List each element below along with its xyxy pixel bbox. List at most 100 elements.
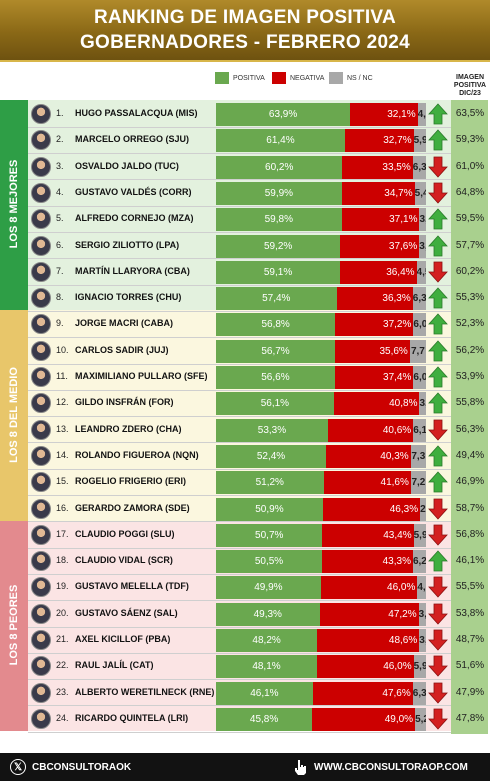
footer-url: WWW.CBCONSULTORAOP.COM xyxy=(314,761,468,773)
row-divider xyxy=(28,337,451,339)
bar-negativa: 37,4% xyxy=(334,366,414,389)
bar-label-positiva: 48,2% xyxy=(252,635,281,646)
avatar xyxy=(31,656,51,677)
previous-image-value: 55,8% xyxy=(455,397,485,409)
arrow-down-icon xyxy=(428,576,448,598)
bar-positiva: 52,4% xyxy=(216,444,327,468)
bar-label-ns-nc: 4,5 xyxy=(416,266,426,278)
bar-label-ns-nc: 3,2 xyxy=(419,240,426,252)
bar-label-negativa: 43,3% xyxy=(382,556,411,568)
previous-image-value: 61,0% xyxy=(455,160,485,172)
footer-website[interactable]: WWW.CBCONSULTORAOP.COM xyxy=(292,759,468,775)
bar-negativa: 47,2% xyxy=(319,602,419,626)
row-divider xyxy=(28,126,451,128)
bar-label-negativa: 47,2% xyxy=(388,608,417,620)
rank-number: 7. xyxy=(56,265,64,276)
previous-image-value: 55,3% xyxy=(455,292,485,304)
bar-negativa: 36,3% xyxy=(336,287,413,311)
rank-number: 13. xyxy=(56,423,69,434)
governor-name: JORGE MACRI (CABA) xyxy=(75,318,173,329)
bar-ns-nc: 6,3 xyxy=(412,681,426,705)
arrow-up-icon xyxy=(428,287,448,309)
legend-swatch-positiva xyxy=(215,72,229,84)
previous-image-value: 56,2% xyxy=(455,344,485,356)
previous-image-value: 51,6% xyxy=(455,660,485,672)
bar-label-positiva: 59,8% xyxy=(264,214,293,226)
row-divider xyxy=(28,232,451,233)
bar-ns-nc: 6,3 xyxy=(412,155,426,179)
bar-label-ns-nc: 6,2 xyxy=(412,556,426,568)
bar-label-ns-nc: 5,9 xyxy=(413,135,426,147)
bar-negativa: 46,0% xyxy=(320,576,418,600)
footer-social[interactable]: 𝕏 CBCONSULTORAOK xyxy=(10,759,131,775)
bar-ns-nc: 7,3 xyxy=(410,444,426,468)
bar-label-ns-nc: 3,2 xyxy=(419,635,426,646)
legend-negativa: NEGATIVA xyxy=(272,72,324,84)
group-side-label: LOS 8 MEJORES xyxy=(0,100,28,311)
governor-name: RAUL JALÍL (CAT) xyxy=(75,660,154,671)
governor-name: ROLANDO FIGUEROA (NQN) xyxy=(75,449,199,460)
bar-ns-nc: 3,1 xyxy=(419,392,426,416)
arrow-down-icon xyxy=(428,419,448,441)
bar-label-positiva: 56,6% xyxy=(261,372,290,383)
bar-label-positiva: 50,9% xyxy=(255,503,284,515)
bar-ns-nc: 5,4 xyxy=(414,181,426,205)
legend-label-ns-nc: NS / NC xyxy=(347,74,373,82)
governor-name: LEANDRO ZDERO (CHA) xyxy=(75,423,182,434)
table-row: 21. AXEL KICILLOF (PBA) 48,2% 48,6%3,2 48,7% xyxy=(0,628,490,652)
bar-label-ns-nc: 5,2 xyxy=(415,713,426,725)
bar-negativa: 43,4% xyxy=(322,523,414,547)
bar-ns-nc: 6,1 xyxy=(413,418,426,442)
bar-positiva: 61,4% xyxy=(216,129,345,153)
previous-image-value: 47,9% xyxy=(455,686,485,698)
bar-label-negativa: 49,0% xyxy=(384,713,414,725)
bar-label-positiva: 52,4% xyxy=(256,450,286,462)
bar-positiva: 57,4% xyxy=(216,287,337,311)
bar-label-positiva: 59,2% xyxy=(263,240,293,252)
previous-image-value: 55,5% xyxy=(455,581,485,593)
row-divider xyxy=(28,153,451,155)
bar-label-positiva: 49,3% xyxy=(253,608,282,620)
bar-label-ns-nc: 3,5 xyxy=(418,608,426,620)
table-row: 2. MARCELO ORREGO (SJU) 61,4% 32,7% 5,9 59,3% xyxy=(0,128,490,153)
bar-negativa: 46,0% xyxy=(317,655,414,679)
rank-number: 24. xyxy=(56,712,69,723)
arrow-up-icon xyxy=(428,129,448,151)
governor-name: HUGO PASSALACQUA (MIS) xyxy=(75,108,198,118)
arrow-down-icon xyxy=(428,524,448,546)
bar-negativa: 37,2% xyxy=(335,313,414,337)
bar-label-positiva: 50,5% xyxy=(254,556,284,568)
rank-number: 1. xyxy=(56,108,64,118)
bar-ns-nc: 2,8 xyxy=(420,497,426,521)
bar-positiva: 53,3% xyxy=(216,418,328,442)
bar-label-ns-nc: 6,0 xyxy=(413,372,426,383)
governor-name: SERGIO ZILIOTTO (LPA) xyxy=(75,239,180,250)
group-side-label: LOS 8 PEORES xyxy=(0,520,28,732)
bar-label-positiva: 50,7% xyxy=(255,529,284,541)
rank-number: 17. xyxy=(56,528,69,539)
legend-swatch-negativa xyxy=(272,72,286,84)
rank-number: 3. xyxy=(56,160,64,171)
governor-name: ALFREDO CORNEJO (MZA) xyxy=(75,213,194,224)
governor-name: RICARDO QUINTELA (LRI) xyxy=(75,712,189,723)
arrow-up-icon xyxy=(428,366,448,388)
bar-negativa: 33,5% xyxy=(342,155,413,179)
rank-number: 22. xyxy=(56,660,69,671)
previous-image-value: 56,3% xyxy=(455,423,485,435)
legend-ns-nc: NS / NC xyxy=(329,72,373,84)
table-row: 8. IGNACIO TORRES (CHU) 57,4% 36,3% 6,3 55,3% xyxy=(0,286,490,311)
table-row: 10. CARLOS SADIR (JUJ) 56,7% 35,6% 7,7 56,2% xyxy=(0,339,490,363)
avatar xyxy=(31,209,51,230)
bar-positiva: 50,9% xyxy=(216,497,323,521)
avatar xyxy=(31,182,51,203)
row-divider xyxy=(28,205,451,207)
bar-negativa: 43,3% xyxy=(322,550,413,574)
avatar xyxy=(31,708,51,729)
avatar xyxy=(31,630,51,650)
bar-negativa: 47,6% xyxy=(312,681,413,705)
pointer-hand-icon xyxy=(295,760,306,775)
bar-ns-nc: 5,9 xyxy=(413,129,426,153)
table-row: 5. ALFREDO CORNEJO (MZA) 59,8% 37,1%3,1 59,5… xyxy=(0,207,490,232)
bar-ns-nc: 4,0 xyxy=(417,103,426,126)
bar-positiva: 59,9% xyxy=(216,181,342,205)
